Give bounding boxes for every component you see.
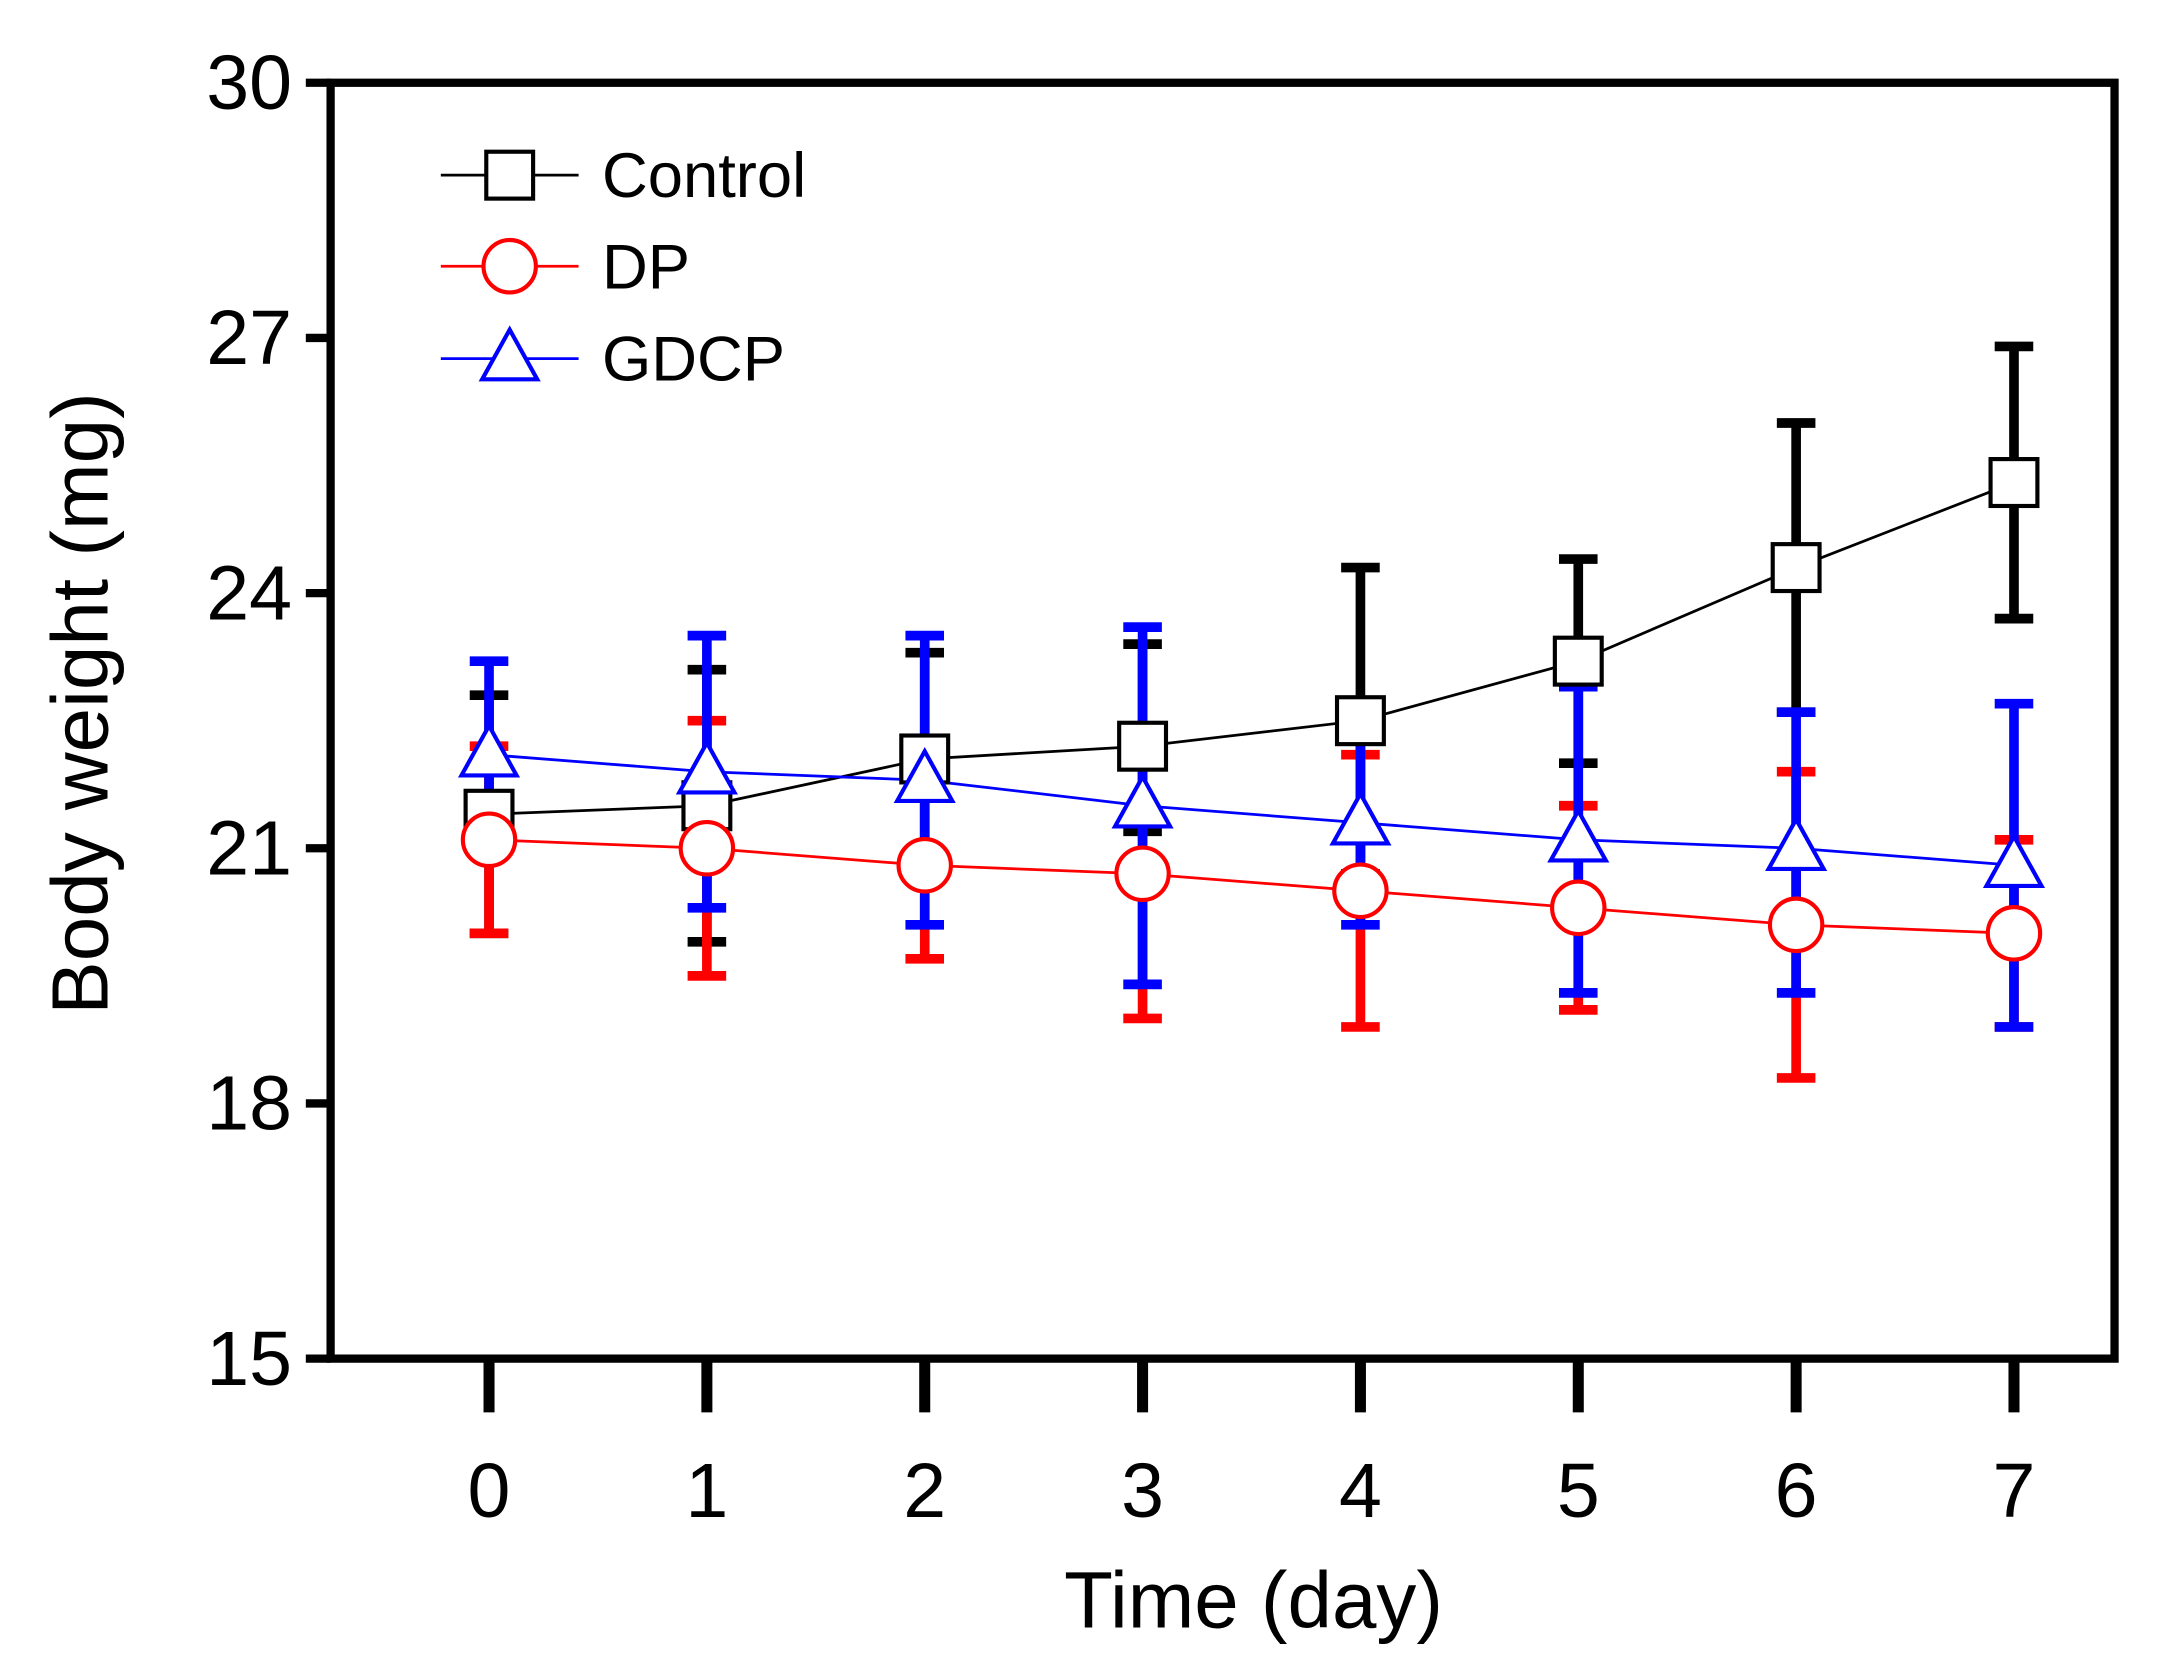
dp-point: [1114, 845, 1171, 903]
dp-point: [1985, 905, 2043, 962]
gdcp-point: [675, 738, 738, 795]
dp-point: [1550, 879, 1607, 937]
x-tick-label: 0: [468, 1448, 511, 1534]
control-point: [1988, 457, 2040, 509]
legend-label-control: Control: [602, 141, 806, 211]
gdcp-point: [1111, 772, 1174, 829]
control-point: [1334, 695, 1386, 747]
x-tick-label: 1: [685, 1448, 728, 1534]
dp-point: [896, 837, 953, 894]
gdcp-line: [488, 753, 2015, 867]
error-bars: [469, 341, 2034, 1083]
control-point: [1552, 635, 1604, 687]
x-tick-label: 7: [1993, 1448, 2036, 1534]
y-tick-label: 30: [206, 40, 292, 126]
x-tick-label: 3: [1121, 1448, 1164, 1534]
dp-point: [1332, 862, 1389, 920]
gdcp-point: [1982, 832, 2046, 889]
dp-line: [488, 838, 2015, 935]
control-line: [488, 481, 2015, 816]
control-point: [1770, 542, 1822, 594]
legend-marker-control: [484, 149, 536, 201]
x-tick-label: 5: [1557, 1448, 1600, 1534]
gdcp-point: [457, 721, 521, 778]
control-point: [1117, 720, 1169, 772]
y-tick-label: 18: [206, 1061, 292, 1147]
legend-marker-dp: [481, 237, 538, 295]
legend: Control DP GDCP: [440, 141, 806, 395]
plot-frame: [326, 78, 2119, 1363]
gdcp-point: [1547, 806, 1610, 863]
axis-ticks: 15 18 21 24 27 30 0 1 2 3 4 5 6 7: [206, 40, 2035, 1534]
series-lines: [488, 481, 2015, 935]
legend-marker-gdcp: [478, 325, 541, 382]
series-markers: [457, 457, 2046, 962]
dp-point: [678, 820, 736, 877]
gdcp-point: [893, 747, 956, 803]
dp-point: [460, 811, 518, 869]
legend-label-dp: DP: [602, 232, 690, 302]
x-tick-label: 2: [903, 1448, 946, 1534]
y-axis-label: Body weight (mg): [35, 392, 124, 1014]
y-tick-label: 27: [206, 295, 292, 381]
y-tick-label: 15: [206, 1316, 292, 1402]
y-tick-label: 21: [206, 805, 292, 891]
x-tick-label: 4: [1339, 1448, 1382, 1534]
y-tick-label: 24: [206, 550, 292, 636]
legend-label-gdcp: GDCP: [602, 325, 785, 395]
x-axis-label: Time (day): [1064, 1556, 1443, 1645]
control-point: [899, 733, 951, 785]
gdcp-point: [1765, 815, 1828, 872]
x-tick-label: 6: [1775, 1448, 1818, 1534]
gdcp-point: [1329, 789, 1392, 846]
dp-point: [1767, 896, 1825, 954]
